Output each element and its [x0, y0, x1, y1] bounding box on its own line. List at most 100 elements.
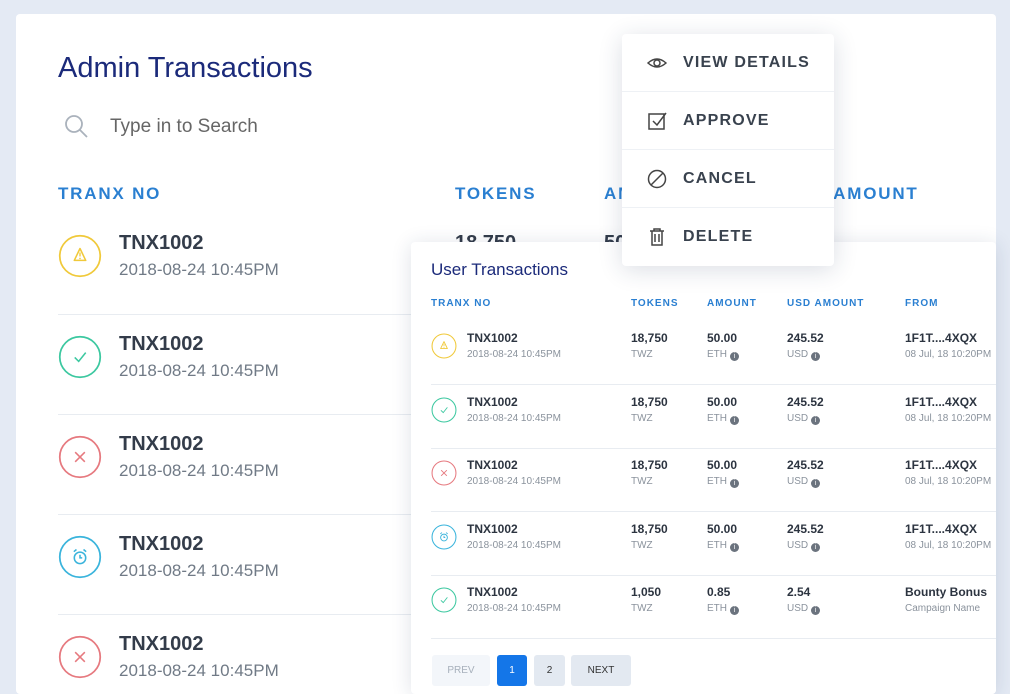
next-page-button[interactable]: NEXT	[571, 655, 631, 686]
token-unit: TWZ	[631, 539, 653, 551]
info-icon[interactable]: i	[730, 606, 739, 615]
table-row[interactable]: TNX1002 2018-08-24 10:45PM 18,750 TWZ 50…	[431, 449, 996, 512]
actions-dropdown-menu: VIEW DETAILS APPROVE CANCEL DELETE	[622, 34, 834, 266]
usd-value: 245.52	[787, 331, 824, 345]
checkbox-icon	[648, 112, 667, 130]
table-row[interactable]: TNX1002 2018-08-24 10:45PM 18,750 TWZ 50…	[431, 513, 996, 576]
header-tranx-no[interactable]: TRANX NO	[431, 298, 492, 309]
amount-unit-label: ETH	[707, 349, 727, 360]
cancel-circle-icon	[431, 460, 457, 486]
info-icon[interactable]: i	[730, 479, 739, 488]
menu-item-label: CANCEL	[683, 169, 757, 187]
page-2-button[interactable]: 2	[534, 655, 565, 686]
from-value: 1F1T....4XQX	[905, 394, 978, 409]
prev-page-button[interactable]: PREV	[432, 655, 490, 686]
usd-unit: USD i	[787, 413, 821, 425]
info-icon[interactable]: i	[811, 352, 821, 361]
table-row[interactable]: TNX1002 2018-08-24 10:45PM 18,750 TWZ 50…	[431, 322, 996, 385]
tranx-no: TNX1002	[119, 533, 204, 555]
usd-unit: USD i	[787, 539, 821, 552]
alarm-clock-icon	[58, 535, 102, 579]
usd-unit-label: USD	[787, 539, 809, 551]
menu-item-label: APPROVE	[683, 111, 770, 129]
header-tokens[interactable]: TOKENS	[455, 184, 537, 203]
tranx-date: 2018-08-24 10:45PM	[119, 361, 279, 380]
info-icon[interactable]: i	[730, 542, 739, 552]
amount-value: 50.00	[707, 331, 738, 345]
usd-unit-label: USD	[787, 349, 809, 360]
amount-unit: ETH i	[707, 413, 739, 425]
from-sub: 08 Jul, 18 10:20PM	[905, 539, 992, 551]
tranx-date: 2018-08-24 10:45PM	[119, 260, 279, 279]
header-tranx-no[interactable]: TRANX NO	[58, 184, 162, 203]
page-1-button[interactable]: 1	[497, 655, 527, 686]
alarm-clock-icon	[431, 524, 457, 549]
tranx-date: 2018-08-24 10:45PM	[119, 561, 279, 580]
info-icon[interactable]: i	[730, 415, 739, 425]
amount-unit: ETH i	[707, 603, 739, 615]
tokens-value: 18,750	[631, 521, 668, 536]
usd-unit: USD i	[787, 349, 821, 361]
tranx-date: 2018-08-24 10:45PM	[467, 603, 561, 614]
amount-unit: ETH i	[707, 349, 739, 361]
from-value: 1F1T....4XQX	[905, 521, 978, 536]
tranx-no: TNX1002	[119, 232, 204, 254]
check-circle-icon	[58, 335, 102, 379]
menu-item-label: DELETE	[683, 228, 754, 245]
usd-value: 245.52	[787, 394, 824, 409]
table-row[interactable]: TNX1002 2018-08-24 10:45PM 18,750 TWZ 50…	[431, 386, 996, 449]
menu-item-approve[interactable]: APPROVE	[622, 92, 834, 150]
from-sub: 08 Jul, 18 10:20PM	[905, 476, 992, 487]
header-from[interactable]: FROM	[905, 298, 939, 309]
header-tokens[interactable]: TOKENS	[631, 298, 679, 309]
check-circle-icon	[431, 587, 457, 613]
menu-item-view-details[interactable]: VIEW DETAILS	[622, 34, 834, 92]
amount-unit-label: ETH	[707, 412, 727, 424]
usd-value: 2.54	[787, 585, 811, 599]
from-value: 1F1T....4XQX	[905, 331, 978, 345]
token-unit: TWZ	[631, 349, 653, 360]
tranx-no: TNX1002	[467, 458, 518, 472]
tokens-value: 18,750	[631, 331, 668, 345]
tranx-date: 2018-08-24 10:45PM	[467, 539, 561, 551]
from-sub: Campaign Name	[905, 603, 981, 614]
usd-unit: USD i	[787, 603, 821, 615]
page-title: Admin Transactions	[58, 52, 313, 84]
warning-icon	[58, 234, 102, 278]
token-unit: TWZ	[631, 603, 653, 614]
tokens-value: 18,750	[631, 394, 668, 409]
tranx-date: 2018-08-24 10:45PM	[467, 476, 561, 487]
search-icon	[65, 115, 88, 138]
cancel-circle-icon	[58, 635, 102, 679]
info-icon[interactable]: i	[811, 415, 821, 425]
menu-item-cancel[interactable]: CANCEL	[622, 150, 834, 208]
tranx-no: TNX1002	[119, 433, 204, 455]
tokens-value: 1,050	[631, 585, 662, 599]
info-icon[interactable]: i	[811, 606, 821, 615]
usd-unit-label: USD	[787, 476, 809, 487]
table-row[interactable]: TNX1002 2018-08-24 10:45PM 1,050 TWZ 0.8…	[431, 576, 996, 639]
eye-icon	[646, 57, 668, 68]
tranx-date: 2018-08-24 10:45PM	[119, 661, 279, 680]
usd-value: 245.52	[787, 458, 824, 472]
tokens-value: 18,750	[631, 458, 668, 472]
ban-icon	[647, 169, 667, 188]
amount-value: 50.00	[707, 394, 738, 409]
cancel-circle-icon	[58, 435, 102, 479]
header-usd-amount[interactable]: USD AMOUNT	[787, 298, 865, 309]
from-sub: 08 Jul, 18 10:20PM	[905, 349, 992, 360]
tranx-no: TNX1002	[119, 333, 204, 355]
header-amount[interactable]: AMOUNT	[707, 298, 757, 309]
info-icon[interactable]: i	[811, 542, 821, 552]
from-value: 1F1T....4XQX	[905, 458, 978, 472]
info-icon[interactable]: i	[730, 352, 739, 361]
usd-value: 245.52	[787, 521, 824, 536]
search-bar	[64, 114, 410, 140]
search-input[interactable]	[110, 116, 410, 138]
info-icon[interactable]: i	[811, 479, 821, 488]
menu-item-delete[interactable]: DELETE	[622, 208, 834, 266]
amount-unit: ETH i	[707, 540, 739, 552]
user-transactions-panel: User Transactions TRANX NO TOKENS AMOUNT…	[411, 242, 996, 694]
tranx-date: 2018-08-24 10:45PM	[119, 461, 279, 480]
amount-value: 50.00	[707, 458, 738, 472]
